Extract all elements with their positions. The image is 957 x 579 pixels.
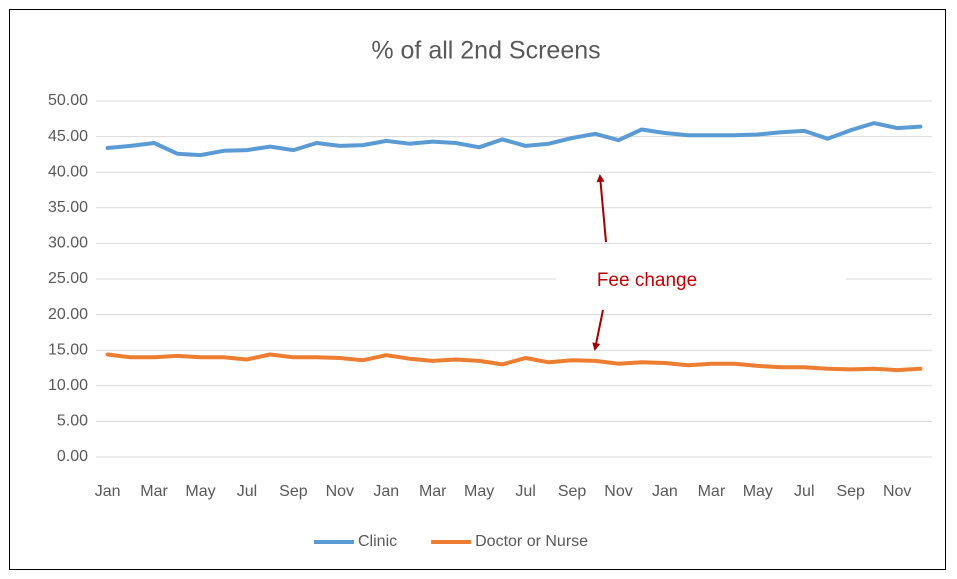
y-tick-label: 50.00 [48,92,88,109]
arrow [596,174,607,243]
x-tick-label: Mar [140,483,168,500]
x-tick-label: Jul [794,483,814,500]
x-tick-label: Jul [515,483,535,500]
x-tick-label: Mar [419,483,447,500]
x-tick-label: Jan [95,483,121,500]
chart-title: % of all 2nd Screens [371,37,600,65]
y-tick-label: 40.00 [48,163,88,180]
annotation-background [556,262,846,298]
x-tick-label: Jan [373,483,399,500]
x-tick-label: Jan [652,483,678,500]
line-series [105,121,923,158]
x-tick-label: Sep [558,483,587,500]
arrow [592,309,604,351]
y-tick-label: 30.00 [48,235,88,252]
y-tick-label: 45.00 [48,128,88,145]
x-tick-label: Sep [279,483,308,500]
x-tick-label: Sep [836,483,865,500]
y-tick-label: 5.00 [57,413,88,430]
y-tick-label: 20.00 [48,306,88,323]
y-tick-label: 35.00 [48,199,88,216]
x-tick-label: May [464,483,494,500]
legend-label: Doctor or Nurse [475,533,588,550]
x-tick-label: May [743,483,773,500]
x-tick-label: May [185,483,215,500]
line-series [105,352,923,373]
legend-label: Clinic [358,533,397,550]
x-tick-label: Jul [237,483,257,500]
y-tick-label: 10.00 [48,377,88,394]
annotation-text: Fee change [597,270,697,291]
annotation: Fee change [556,174,846,351]
y-tick-label: 15.00 [48,341,88,358]
x-tick-label: Nov [883,483,911,500]
y-tick-label: 25.00 [48,270,88,287]
y-tick-label: 0.00 [57,448,88,465]
x-tick-label: Mar [698,483,726,500]
x-tick-label: Nov [326,483,354,500]
x-tick-label: Nov [604,483,632,500]
plot-area: 0.00 5.00 10.00 15.00 20.00 25.00 30.00 35.00 40… [48,92,932,500]
legend: Clinic Doctor or Nurse [314,533,588,550]
